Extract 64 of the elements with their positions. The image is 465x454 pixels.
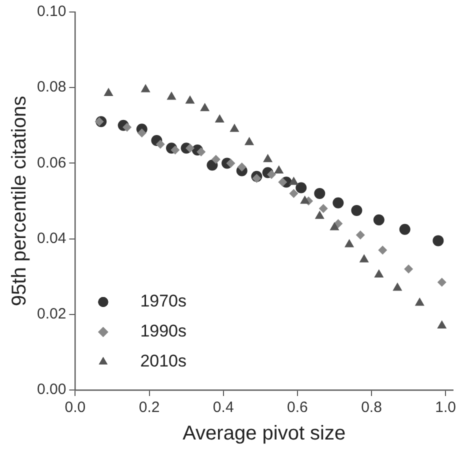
point	[289, 188, 298, 198]
point	[206, 160, 218, 171]
y-tick-label: 0.00	[36, 381, 66, 398]
point	[288, 176, 298, 185]
point	[373, 214, 384, 226]
point	[140, 84, 150, 92]
point	[252, 174, 262, 183]
point	[230, 124, 240, 132]
point	[263, 154, 273, 162]
y-tick-label: 0.08	[36, 78, 66, 96]
point	[267, 170, 276, 180]
x-tick-label: 0.4	[212, 399, 234, 416]
point	[414, 298, 424, 306]
point	[237, 162, 246, 172]
point	[399, 224, 410, 235]
point	[122, 122, 132, 132]
point	[274, 165, 284, 174]
legend-label: 2010s	[140, 352, 187, 371]
point	[314, 210, 324, 219]
x-tick-label: 1.0	[435, 399, 456, 416]
point	[437, 278, 446, 287]
y-axis-title: 95th percentile citations	[8, 96, 31, 306]
point	[359, 254, 369, 262]
point	[404, 264, 414, 274]
y-tick-label: 0.10	[36, 3, 66, 20]
point	[196, 147, 206, 156]
point	[374, 269, 384, 278]
point	[344, 238, 354, 248]
point	[244, 136, 254, 146]
point	[170, 145, 180, 154]
point	[437, 320, 447, 328]
y-tick-label: 0.04	[36, 230, 66, 247]
point	[318, 204, 328, 214]
y-tick-label: 0.06	[36, 154, 66, 172]
x-tick-label: 0.6	[287, 399, 308, 416]
point	[330, 222, 340, 230]
point	[186, 144, 195, 153]
point	[351, 204, 362, 216]
x-tick-label: 0.0	[64, 399, 86, 416]
point	[378, 246, 388, 255]
point	[200, 102, 210, 112]
point	[156, 140, 165, 149]
point	[226, 158, 236, 168]
x-tick-label: 0.2	[138, 399, 160, 416]
point	[300, 196, 310, 204]
point	[185, 95, 195, 104]
point	[104, 88, 114, 96]
point	[211, 154, 220, 164]
legend-label: 1990s	[140, 322, 187, 341]
point	[94, 117, 104, 126]
point	[166, 92, 176, 100]
x-tick-label: 0.8	[361, 399, 382, 416]
point	[432, 235, 444, 246]
point	[392, 282, 402, 291]
point	[296, 182, 307, 194]
point	[332, 197, 344, 208]
point	[137, 128, 146, 138]
point	[356, 230, 365, 240]
point	[314, 188, 326, 199]
legend-label: 1970s	[140, 292, 187, 311]
point	[278, 178, 288, 187]
point	[214, 114, 224, 122]
y-tick-label: 0.02	[36, 306, 66, 323]
x-axis-title: Average pivot size	[182, 422, 346, 445]
